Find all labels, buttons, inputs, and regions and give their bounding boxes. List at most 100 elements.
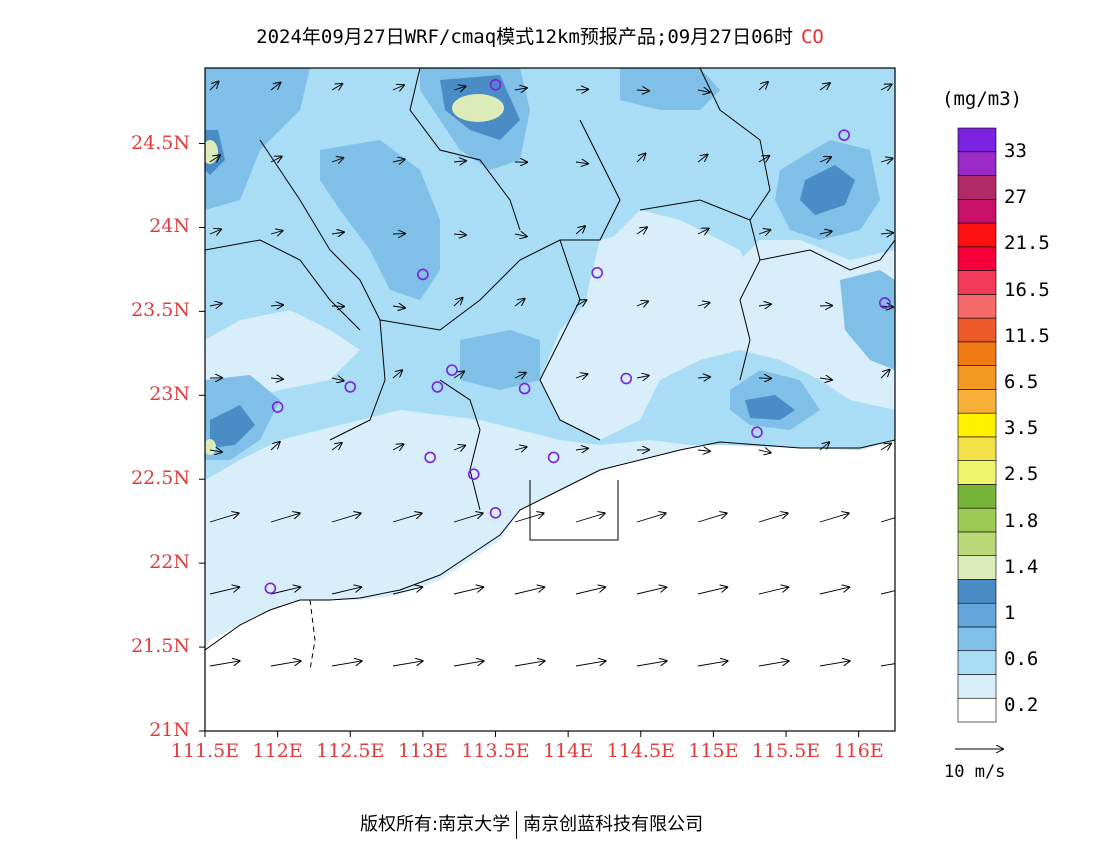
station-markers <box>264 78 891 595</box>
wind-arrow <box>270 587 300 595</box>
wind-arrow <box>819 661 850 667</box>
wind-arrow <box>453 298 463 307</box>
colorbar-swatch <box>957 341 997 366</box>
colorbar-tick-label: 16.5 <box>1004 278 1050 301</box>
lat-tick-label: 23N <box>149 383 190 406</box>
wind-arrow <box>392 306 405 308</box>
zone-patch-dark <box>210 405 255 448</box>
colorbar-swatch <box>957 460 997 485</box>
station-marker <box>838 129 850 141</box>
footer: 版权所有:南京大学 南京创蓝科技有限公司 <box>360 810 703 839</box>
wind-arrow <box>209 229 221 234</box>
wind-arrow <box>270 83 280 91</box>
wind-arrow <box>575 448 588 450</box>
zone-hotspot <box>452 94 504 122</box>
wind-arrow <box>758 156 769 162</box>
wind-arrow <box>453 371 464 378</box>
wind-arrow <box>332 735 362 738</box>
colorbar-tick-label: 33 <box>1004 140 1027 162</box>
wind-arrow <box>575 162 588 164</box>
colorbar-swatch <box>957 602 997 628</box>
footer-left: 版权所有:南京大学 <box>360 814 511 835</box>
wind-arrow <box>453 86 465 90</box>
wind-arrow <box>575 89 588 90</box>
wind-arrow <box>392 513 422 523</box>
colorbar-swatch <box>957 484 997 509</box>
colorbar-swatch <box>957 222 997 248</box>
wind-arrow <box>758 230 770 234</box>
wind-arrow <box>819 157 831 162</box>
zone-patch <box>840 270 895 370</box>
wind-arrow <box>697 155 707 163</box>
lon-tick-label: 113E <box>397 740 448 762</box>
wind-arrow <box>819 231 832 234</box>
wind-arrow <box>514 661 545 667</box>
wind-arrow <box>575 587 605 595</box>
lon-tick-label: 114E <box>543 740 594 762</box>
wind-arrow <box>697 661 728 667</box>
wind-arrow <box>636 154 645 163</box>
wind-arrow <box>515 735 545 738</box>
wind-arrow <box>331 513 361 523</box>
wind-arrow <box>819 442 829 451</box>
wind-arrow <box>697 229 709 234</box>
wind-arrow <box>758 450 771 453</box>
zone-patch <box>460 330 540 390</box>
wind-arrow <box>270 231 283 234</box>
wind-arrow <box>209 304 222 306</box>
station-marker <box>417 268 429 281</box>
station-marker <box>879 297 891 309</box>
wind-arrow <box>819 83 830 90</box>
lon-tick-label: 113.5E <box>461 740 530 762</box>
wind-arrow <box>392 444 403 450</box>
colorbar-swatch <box>957 555 997 580</box>
station-marker <box>424 451 436 464</box>
wind-arrow <box>453 587 483 595</box>
colorbar-swatch <box>957 127 997 153</box>
wind-arrow <box>331 84 342 90</box>
colorbar-swatch <box>957 412 997 438</box>
wind-arrow <box>392 587 422 595</box>
zone-patch-dark <box>800 165 855 215</box>
strait-border <box>309 599 316 671</box>
wind-arrow <box>453 161 466 162</box>
wind-arrow <box>575 513 605 523</box>
wind-arrow <box>820 735 850 738</box>
wind-arrow <box>392 370 402 379</box>
station-marker <box>489 78 502 91</box>
colorbar <box>957 127 997 723</box>
station-marker <box>446 364 458 376</box>
colorbar-swatch <box>957 389 997 414</box>
wind-arrow <box>392 661 423 667</box>
wind-arrow <box>758 304 771 306</box>
wind-arrow <box>880 443 891 450</box>
wind-arrow <box>331 158 343 162</box>
wind-arrow <box>698 735 728 738</box>
colorbar-swatch <box>957 365 997 390</box>
wind-reference-label: 10 m/s <box>944 762 1006 782</box>
hk-border <box>529 480 619 541</box>
colorbar-tick-label: 27 <box>1004 186 1027 209</box>
lat-tick-label: 22.5N <box>131 467 190 490</box>
lat-tick-label: 21N <box>149 719 190 741</box>
colorbar-tick-label: 6.5 <box>1004 371 1039 393</box>
colorbar-tick-label: 1.4 <box>1004 555 1039 578</box>
wind-arrow <box>880 517 895 523</box>
colorbar-swatch <box>957 650 997 675</box>
footer-separator <box>516 811 518 839</box>
wind-arrow <box>270 157 282 162</box>
province-border <box>759 239 895 271</box>
colorbar-tick-label: 11.5 <box>1004 324 1050 347</box>
colorbar-swatch <box>957 151 997 176</box>
wind-arrow <box>575 300 586 306</box>
colorbar-tick-label: 0.6 <box>1004 648 1039 671</box>
lat-tick-label: 24.5N <box>131 131 190 154</box>
lon-tick-label: 114.5E <box>606 740 675 762</box>
lat-tick-label: 24N <box>149 215 190 238</box>
wind-arrow <box>697 377 710 378</box>
wind-arrow <box>270 661 301 667</box>
province-border <box>699 68 771 221</box>
colorbar-tick-label: 0.2 <box>1004 694 1039 717</box>
wind-arrow <box>270 305 283 306</box>
colorbar-tick-label: 21.5 <box>1004 232 1050 255</box>
